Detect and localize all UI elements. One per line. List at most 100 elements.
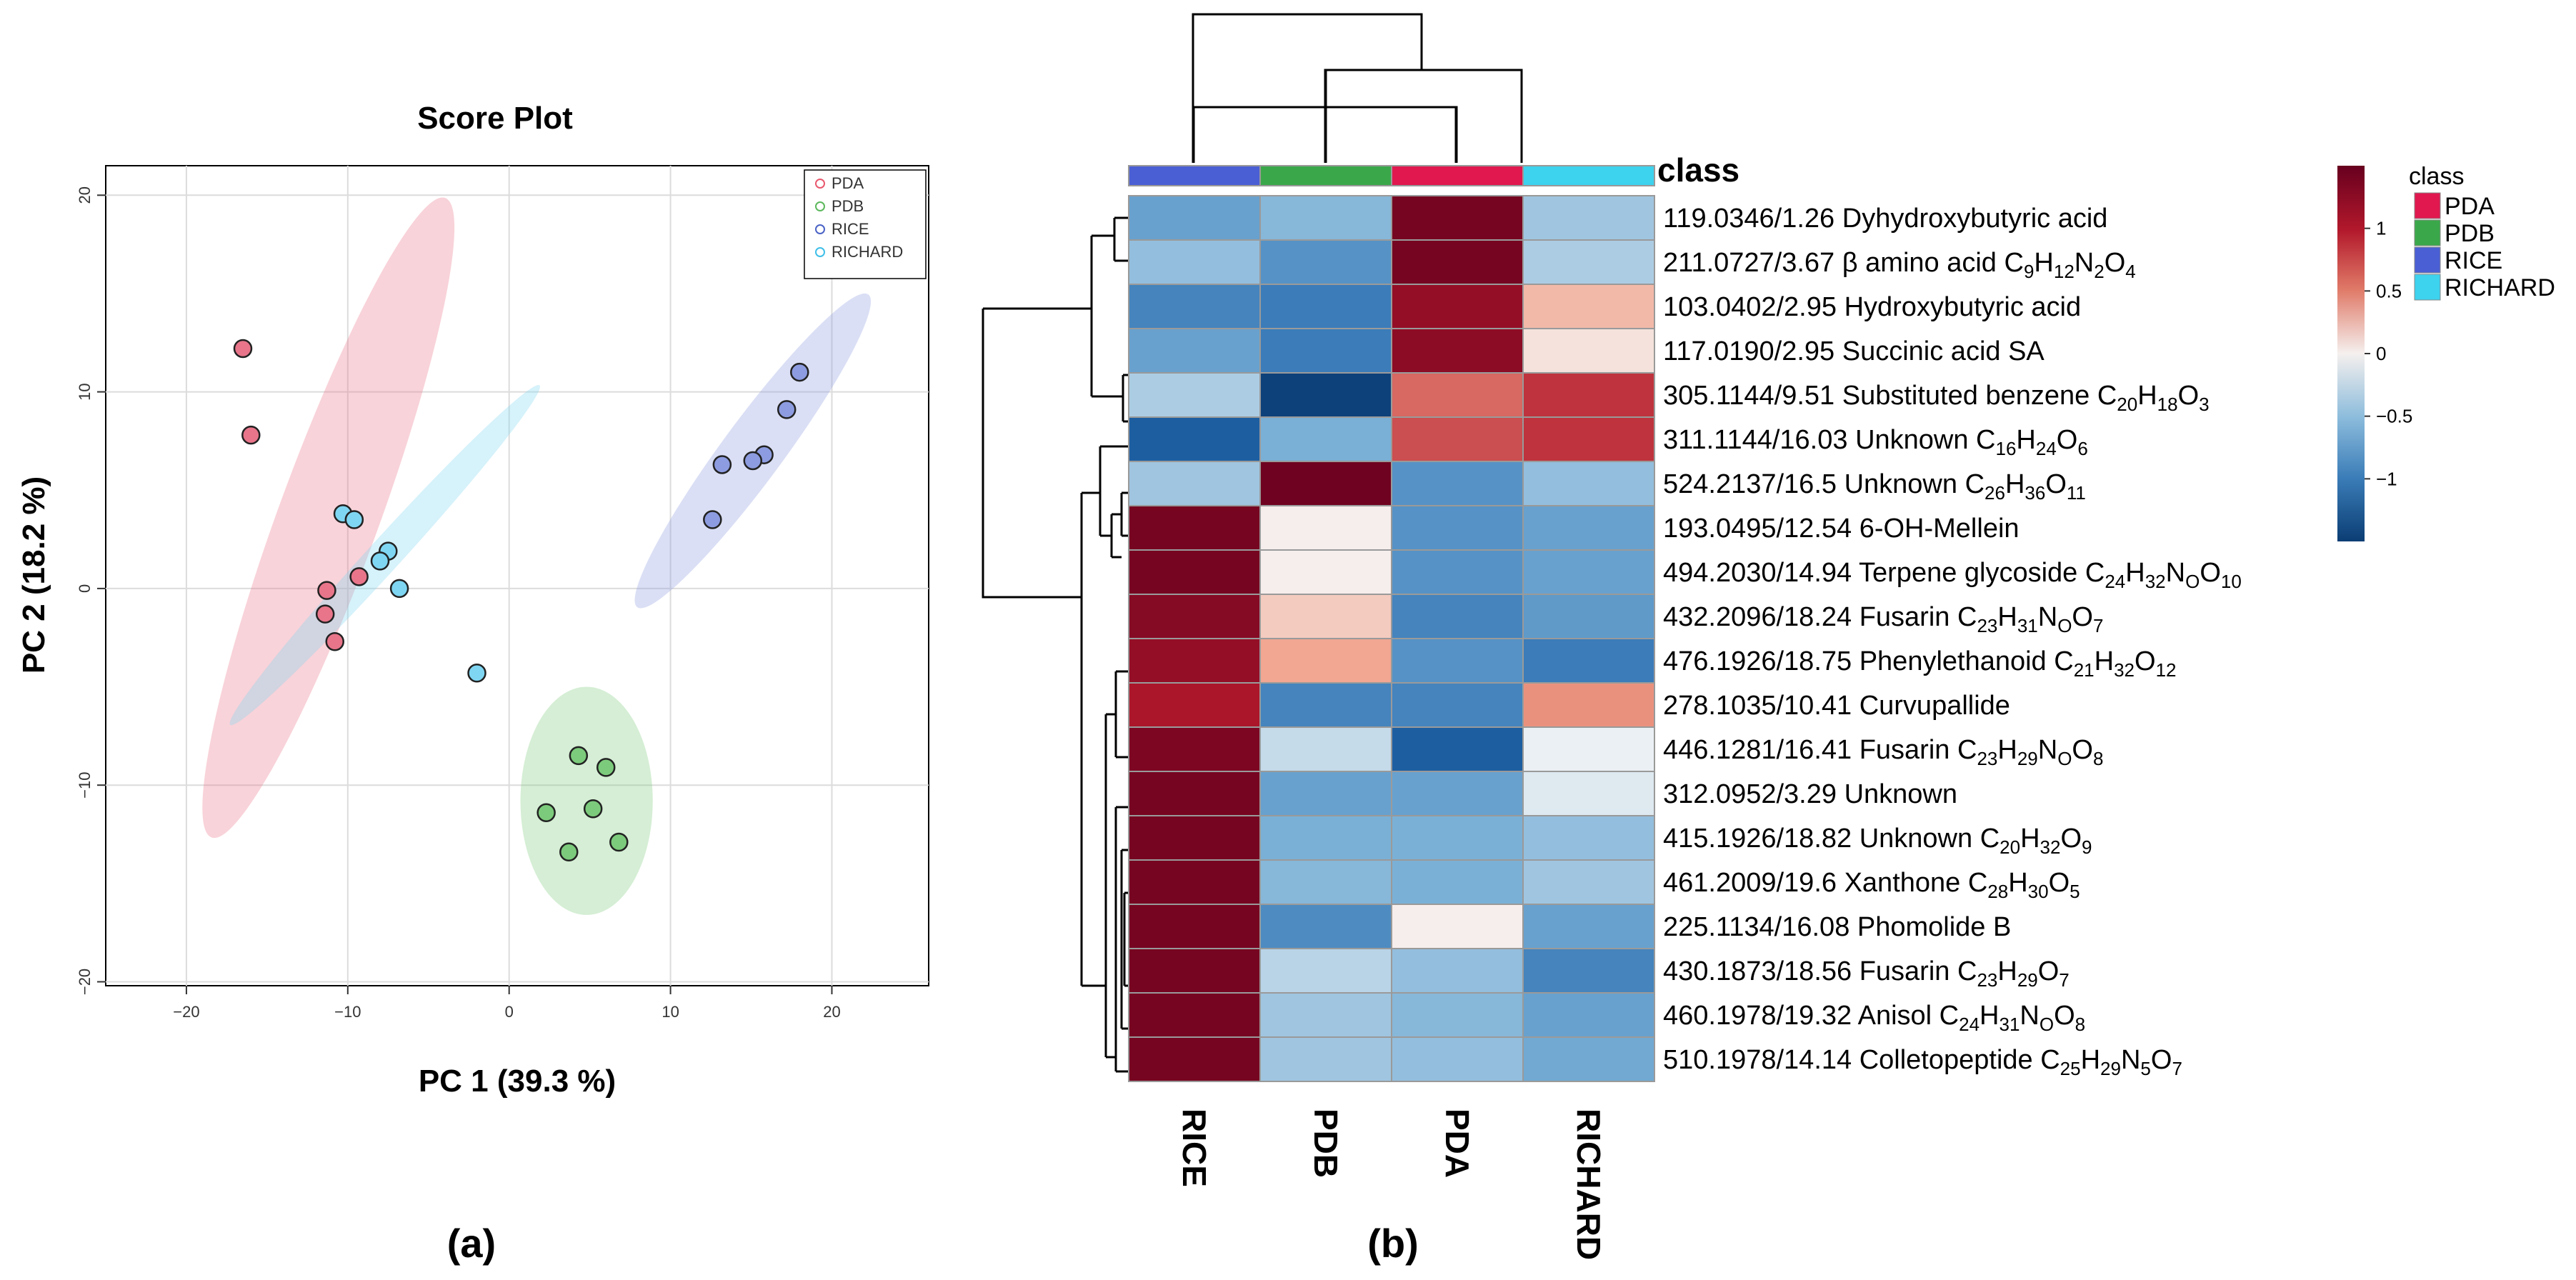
formula-subscript: 11 (2067, 482, 2086, 504)
row-dendro-link (1122, 374, 1129, 423)
row-label-name: Terpene glycoside (1859, 558, 2085, 588)
formula-element: C (2054, 646, 2073, 676)
heatmap-cell (1522, 505, 1655, 551)
formula-element: C (2040, 1045, 2060, 1075)
legend-box (804, 169, 927, 279)
formula-element: O (2178, 381, 2200, 411)
heatmap-cell (1128, 859, 1261, 905)
formula-subscript: 29 (2017, 748, 2038, 769)
heatmap-cell (1259, 1036, 1392, 1082)
score-plot-grid (106, 166, 929, 986)
color-scale-tick-label: 1 (2376, 218, 2386, 239)
row-dendro-link (1082, 714, 1107, 1057)
row-label: 524.2137/16.5 Unknown C26​H36​O11​ (1663, 469, 2086, 504)
point-pdb (609, 832, 629, 852)
class-bar-pda (1391, 165, 1524, 186)
formula-subscript: 36 (2025, 482, 2045, 504)
heatmap-cell (1391, 682, 1524, 728)
legend-label-rice: RICE (832, 220, 869, 238)
color-scale-ticks: 1 0.5 0 −0.5 −1 (2365, 218, 2412, 489)
formula-subscript: 20 (2000, 836, 2020, 858)
formula-element: N (2020, 1001, 2039, 1031)
row-label: 460.1978/19.32 Anisol C24​H31​NO​O8​ (1663, 1001, 2085, 1035)
formula-element: H (1997, 602, 2017, 632)
x-axis-label: PC 1 (39.3 %) (419, 1064, 616, 1099)
formula-element: C (1968, 868, 1987, 898)
heatmap-cell (1391, 992, 1524, 1038)
row-label-id: 460.1978/19.32 (1663, 1001, 1858, 1031)
heatmap-cell (1259, 284, 1392, 329)
heatmap-cell (1259, 726, 1392, 772)
heatmap-cell (1391, 1036, 1524, 1082)
formula-subscript: 30 (2028, 881, 2049, 902)
legend-marker-richard (815, 247, 825, 257)
heatmap-cell (1128, 239, 1261, 285)
formula-element: C (2005, 248, 2024, 278)
legend-marker-rice (815, 224, 825, 234)
heatmap-cell (1259, 948, 1392, 994)
formula-subscript: 21 (2074, 659, 2095, 681)
row-label-name: Dyhydroxybutyric acid (1842, 204, 2108, 234)
row-label-id: 103.0402/2.95 (1663, 292, 1844, 322)
row-label: 446.1281/16.41 Fusarin C23​H29​NO​O8​ (1663, 735, 2103, 769)
row-label-name: Fusarin (1859, 735, 1957, 765)
heatmap-cell (1522, 1036, 1655, 1082)
point-pdb (569, 746, 589, 766)
row-label-id: 117.0190/2.95 (1663, 336, 1842, 366)
heatmap-cell (1522, 859, 1655, 905)
point-pdb (536, 803, 556, 822)
formula-subscript: 24 (1959, 1014, 1980, 1035)
heatmap-cell (1128, 948, 1261, 994)
heatmap-cell (1391, 328, 1524, 374)
formula-subscript: 9 (2082, 836, 2092, 858)
row-label-name: Anisol (1858, 1001, 1940, 1031)
color-scale-tick-label: −1 (2376, 468, 2397, 489)
heatmap-cell (1391, 195, 1524, 241)
formula-subscript: 2 (2094, 261, 2104, 282)
class-legend-label-pdb: PDB (2445, 220, 2495, 247)
heatmap-cell (1128, 549, 1261, 595)
heatmap-cell (1128, 638, 1261, 684)
formula-element: C (1980, 824, 2000, 854)
row-label-id: 193.0495/12.54 (1663, 514, 1859, 544)
row-label: 510.1978/14.14 Colletopeptide C25​H29​N5… (1663, 1045, 2182, 1079)
row-label-name: 6-OH-Mellein (1859, 514, 2020, 544)
formula-subscript: 4 (2125, 261, 2135, 282)
heatmap-cell (1391, 284, 1524, 329)
column-labels: RICE PDB PDA RICHARD (1176, 1109, 1607, 1260)
formula-subscript: 7 (2172, 1058, 2182, 1079)
row-label-id: 225.1134/16.08 (1663, 912, 1857, 942)
point-rice (712, 455, 732, 474)
formula-element: N (2166, 558, 2185, 588)
row-label: 211.0727/3.67 β amino acid C9​H12​N2​O4​ (1663, 248, 2136, 282)
formula-element: N (2121, 1045, 2140, 1075)
row-label-name: β amino acid (1842, 248, 2005, 278)
row-label-name: Unknown (1844, 779, 1957, 809)
column-dendrogram (1192, 13, 1523, 163)
heatmap-cell (1391, 638, 1524, 684)
col-dendro-spacer (1194, 14, 1457, 71)
row-label-id: 476.1926/18.75 (1663, 646, 1859, 676)
class-legend-label-pda: PDA (2445, 193, 2495, 220)
heatmap-cell (1128, 1036, 1261, 1082)
formula-element: C (1957, 956, 1977, 986)
row-label-id: 311.1144/16.03 (1663, 425, 1855, 455)
row-label-id: 446.1281/16.41 (1663, 735, 1859, 765)
heatmap-cell (1259, 372, 1392, 418)
heatmap-cell (1522, 372, 1655, 418)
heatmap-cell (1259, 815, 1392, 861)
column-label-rice: RICE (1176, 1109, 1213, 1187)
heatmap-cell (1522, 416, 1655, 462)
formula-element: H (2137, 381, 2157, 411)
point-pda (317, 581, 336, 600)
row-dendro-link (1110, 513, 1122, 559)
column-class-bar (1128, 165, 1655, 186)
formula-subscript: 32 (2114, 659, 2135, 681)
row-label: 278.1035/10.41 Curvupallide (1663, 691, 2010, 721)
point-richard (467, 664, 486, 683)
column-label-pdb: PDB (1307, 1109, 1344, 1178)
formula-subscript: 8 (2075, 1014, 2085, 1035)
color-scale-tick-label: 0.5 (2376, 280, 2402, 301)
row-label-id: 430.1873/18.56 (1663, 956, 1859, 986)
formula-subscript: 28 (1987, 881, 2008, 902)
